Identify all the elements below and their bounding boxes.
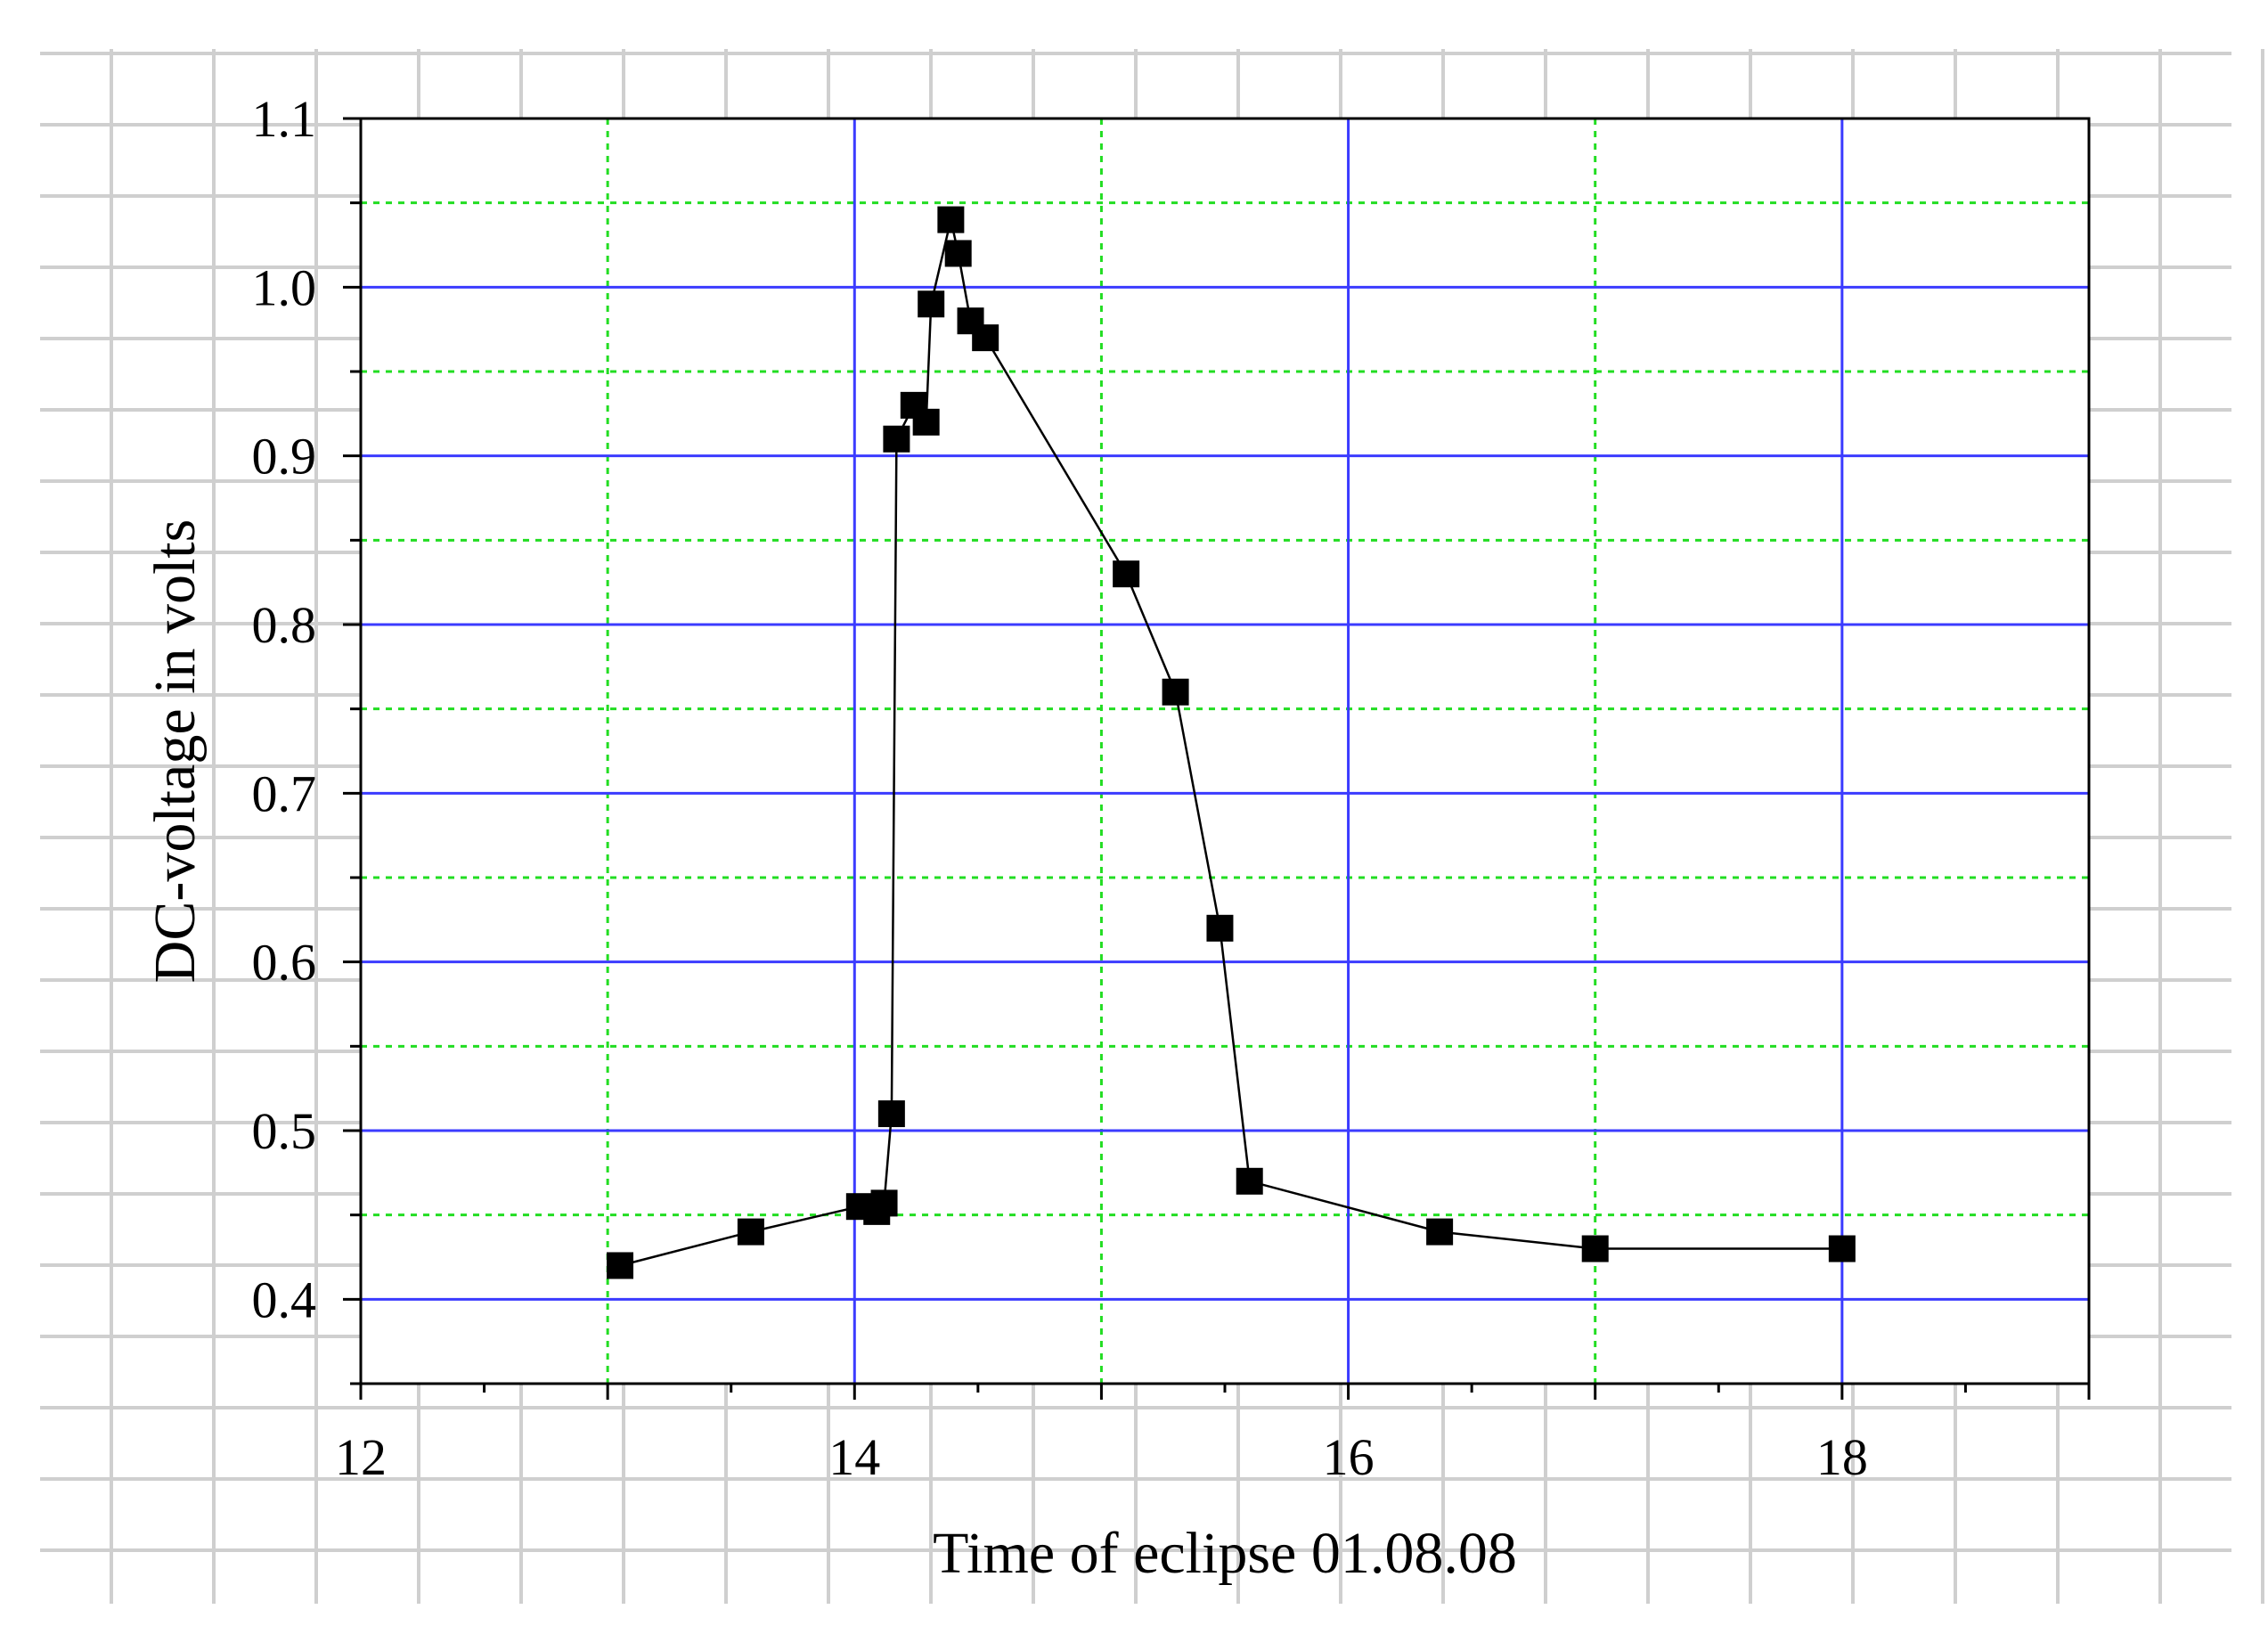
data-point bbox=[1162, 678, 1189, 706]
data-point bbox=[944, 240, 972, 267]
y-axis-ticks: 0.4 0.5 0.6 0.7 0.8 0.9 1.0 1.1 bbox=[252, 90, 361, 1385]
data-point bbox=[1206, 914, 1234, 942]
data-point bbox=[737, 1218, 764, 1246]
data-point bbox=[972, 324, 999, 352]
x-tick-label: 14 bbox=[828, 1428, 880, 1486]
data-point bbox=[607, 1252, 633, 1279]
x-axis-title: Time of eclipse 01.08.08 bbox=[933, 1521, 1517, 1586]
y-tick-label: 0.7 bbox=[252, 764, 317, 822]
y-tick-label: 0.4 bbox=[252, 1270, 317, 1328]
y-tick-label: 0.5 bbox=[252, 1102, 317, 1160]
data-point bbox=[877, 1100, 905, 1128]
y-tick-label: 1.0 bbox=[252, 258, 317, 316]
data-point bbox=[870, 1189, 898, 1217]
data-point bbox=[937, 206, 965, 233]
data-point bbox=[1426, 1218, 1454, 1246]
data-points bbox=[607, 206, 1856, 1279]
y-tick-label: 0.6 bbox=[252, 934, 317, 992]
data-point bbox=[912, 408, 940, 436]
data-point bbox=[918, 290, 945, 318]
y-tick-label: 1.1 bbox=[252, 90, 317, 148]
data-point bbox=[1828, 1235, 1856, 1262]
data-point bbox=[883, 425, 910, 453]
minor-gridlines bbox=[361, 118, 2089, 1384]
data-point bbox=[1236, 1167, 1263, 1195]
y-axis-title: DC-voltage in volts bbox=[143, 519, 208, 984]
x-tick-label: 12 bbox=[335, 1428, 387, 1486]
x-tick-label: 16 bbox=[1323, 1428, 1375, 1486]
y-tick-label: 0.8 bbox=[252, 596, 317, 654]
y-tick-label: 0.9 bbox=[252, 428, 317, 486]
x-axis-ticks: 12 14 16 18 bbox=[335, 1384, 2091, 1486]
data-point bbox=[1581, 1235, 1609, 1262]
plot-area bbox=[361, 118, 2089, 1384]
data-point bbox=[1113, 560, 1140, 588]
x-tick-label: 18 bbox=[1816, 1428, 1868, 1486]
